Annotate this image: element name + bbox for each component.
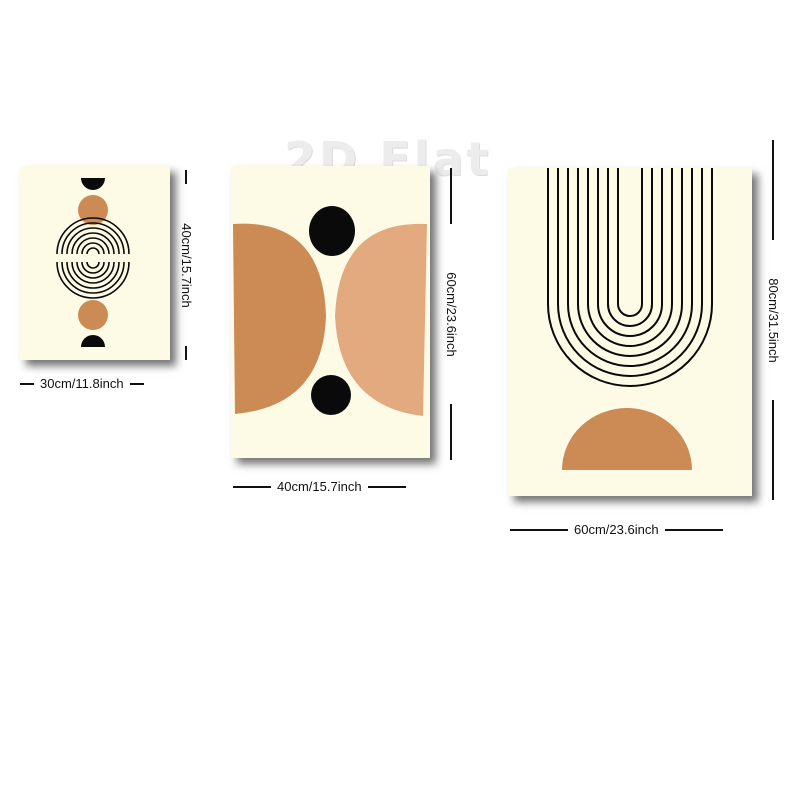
poster-large-art [547, 168, 713, 470]
small-width-label: 30cm/11.8inch [40, 376, 124, 391]
medium-height-dimension: 60cm/23.6inch [443, 168, 459, 460]
u-arch-lines [547, 168, 713, 387]
dimension-line [185, 346, 187, 360]
dimension-line [185, 170, 187, 184]
terracotta-half-circle [562, 408, 692, 470]
bottom-black-circle [311, 375, 351, 415]
medium-width-dimension: 40cm/15.7inch [233, 479, 427, 494]
dimension-line [20, 382, 34, 385]
top-black-half-circle [81, 178, 105, 190]
small-height-label: 40cm/15.7inch [178, 222, 194, 308]
large-height-dimension: 80cm/31.5inch [765, 140, 781, 500]
bottom-black-half-circle [81, 335, 105, 347]
dimension-line [510, 528, 568, 531]
large-width-dimension: 60cm/23.6inch [510, 522, 746, 537]
dimension-line [664, 528, 723, 531]
small-width-dimension: 30cm/11.8inch [20, 376, 166, 391]
dimension-line [450, 404, 452, 460]
medium-height-label: 60cm/23.6inch [443, 271, 459, 357]
dimension-line [233, 485, 271, 488]
bottom-terracotta-circle [78, 300, 108, 330]
top-black-circle [309, 206, 355, 256]
large-width-label: 60cm/23.6inch [574, 522, 659, 537]
poster-medium [231, 166, 430, 458]
dimension-line [450, 168, 452, 224]
large-height-label: 80cm/31.5inch [765, 277, 781, 363]
medium-width-label: 40cm/15.7inch [277, 479, 362, 494]
dimension-line [772, 400, 774, 500]
right-peach-half [335, 223, 427, 416]
upper-rainbow-arcs [56, 217, 130, 255]
lower-rainbow-arcs [56, 261, 130, 299]
poster-medium-art [233, 206, 427, 416]
top-terracotta-circle [78, 195, 108, 225]
dimension-line [367, 485, 406, 488]
poster-small-art [56, 178, 130, 347]
poster-small [20, 166, 170, 360]
left-terracotta-half [233, 223, 326, 414]
dimension-line [772, 140, 774, 240]
poster-large [508, 168, 752, 496]
dimension-line [129, 382, 144, 385]
small-height-dimension: 40cm/15.7inch [178, 170, 194, 360]
